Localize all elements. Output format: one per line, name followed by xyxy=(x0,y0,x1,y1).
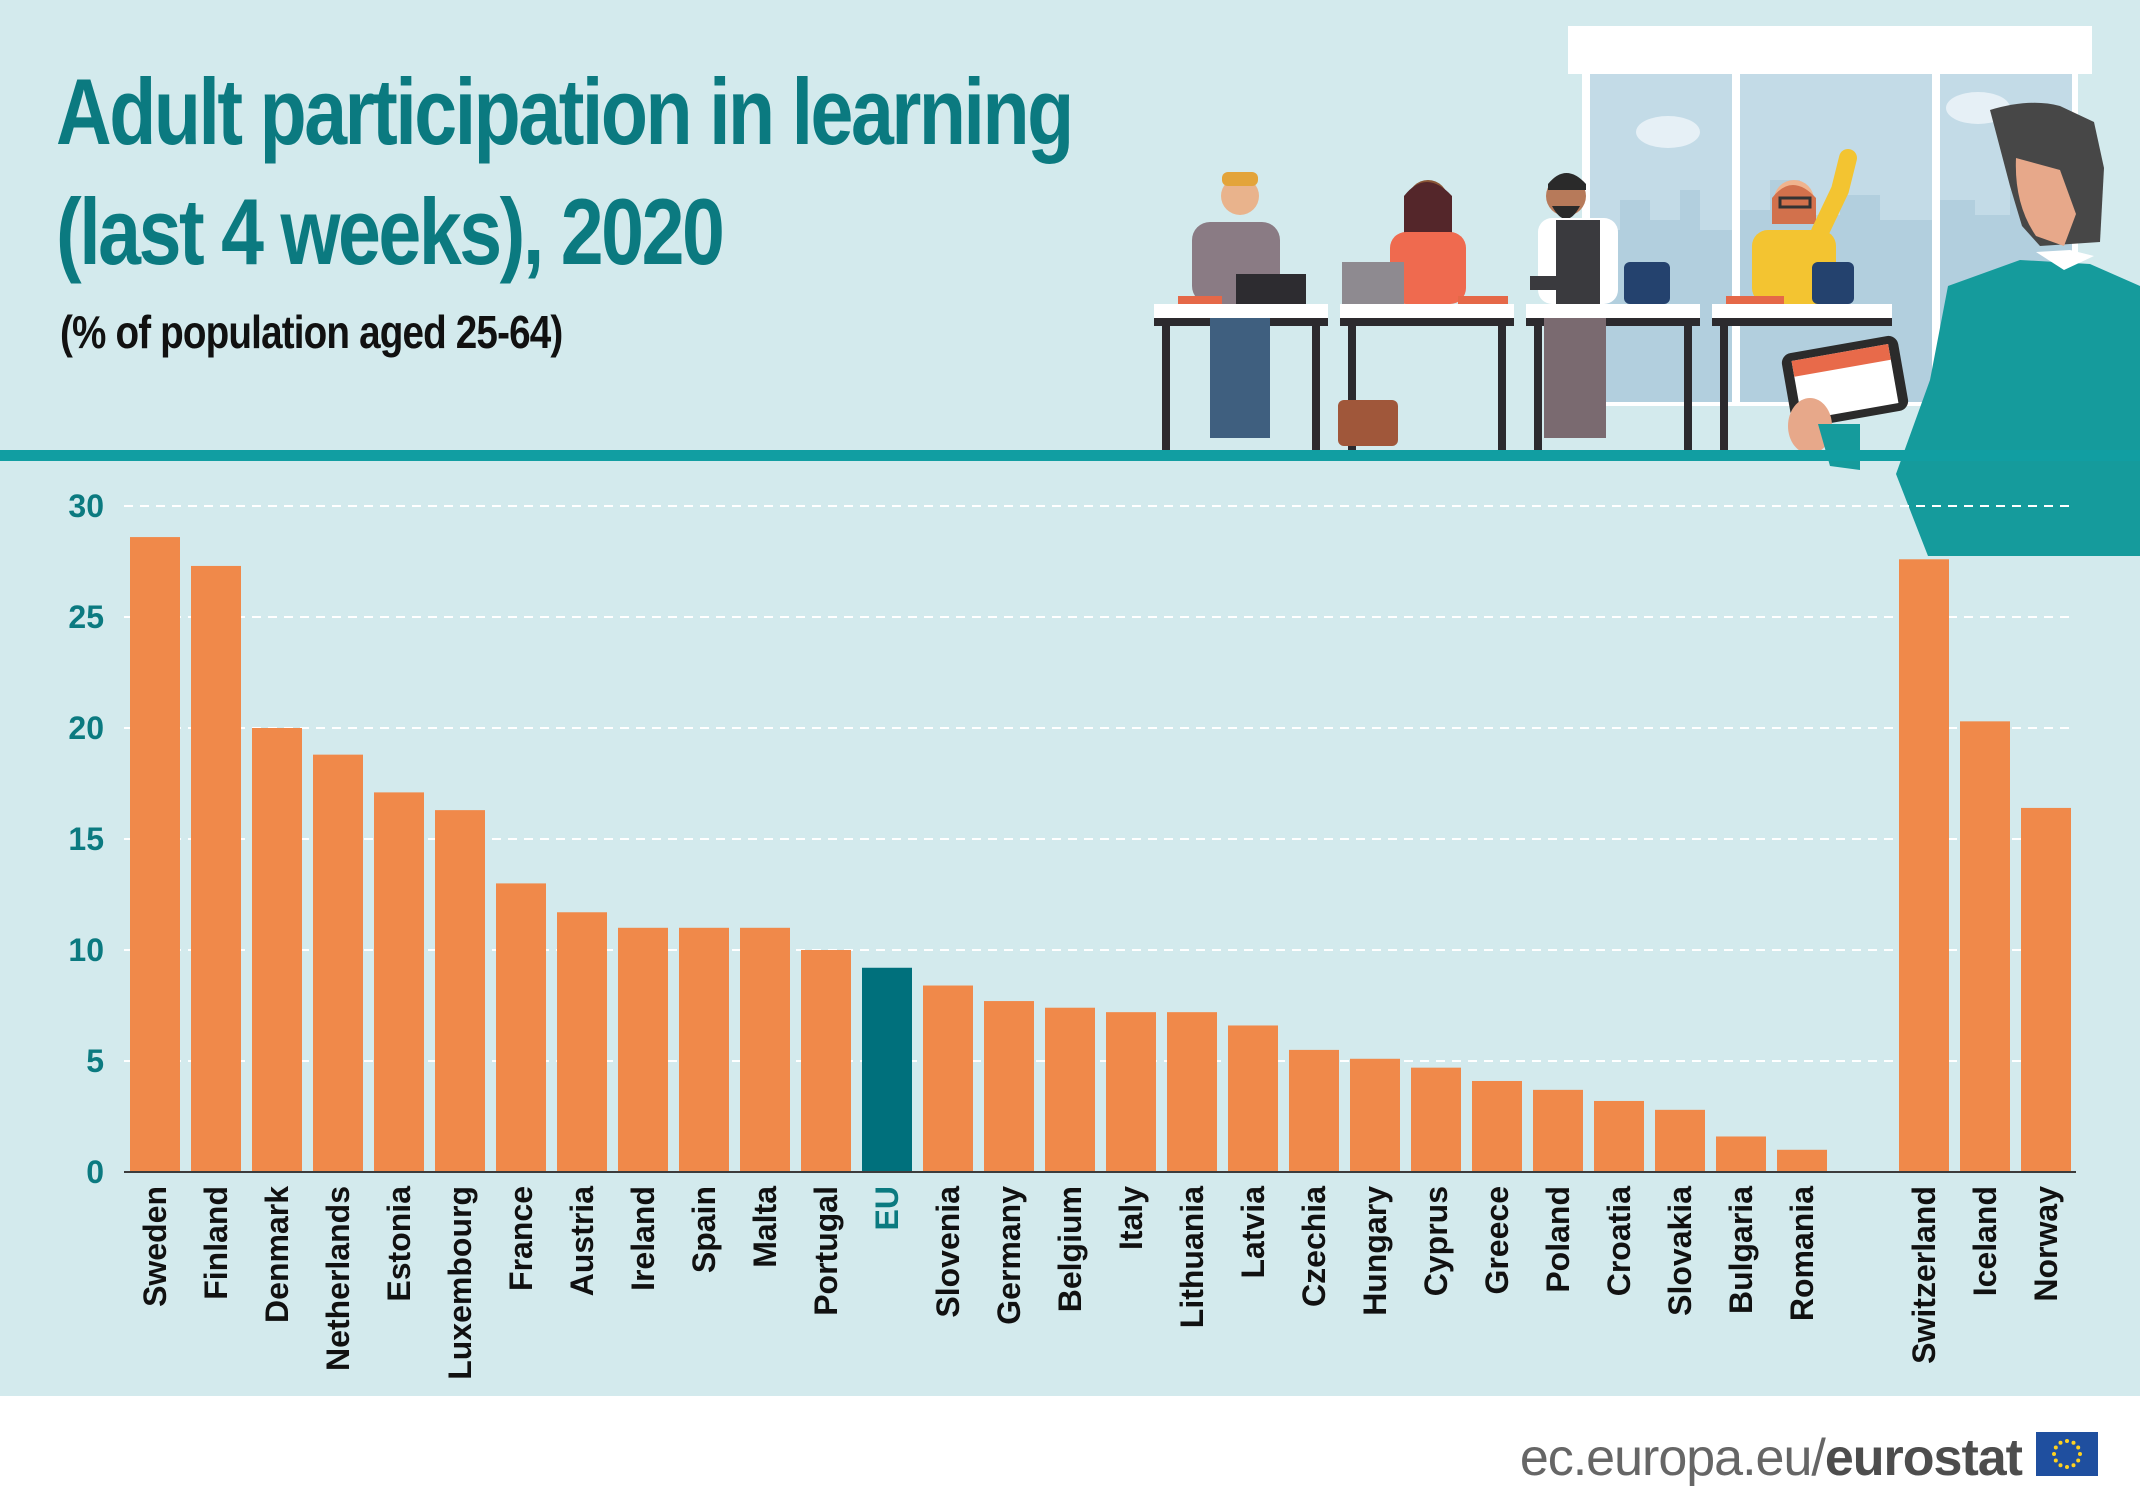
x-tick-label: Switzerland xyxy=(1906,1186,1942,1364)
bar-greece xyxy=(1472,1080,1522,1172)
x-tick-label: Germany xyxy=(991,1186,1027,1325)
bar-denmark xyxy=(252,728,302,1172)
eu-flag-icon xyxy=(2036,1432,2098,1476)
x-tick-label: Croatia xyxy=(1601,1186,1637,1296)
x-tick-label: Italy xyxy=(1113,1186,1149,1250)
bars xyxy=(130,537,2071,1172)
bar-cyprus xyxy=(1411,1067,1461,1172)
bar-romania xyxy=(1777,1149,1827,1172)
y-tick-label: 10 xyxy=(68,932,104,968)
y-tick-label: 20 xyxy=(68,710,104,746)
x-tick-label: Finland xyxy=(198,1186,234,1300)
x-tick-label: Lithuania xyxy=(1174,1186,1210,1328)
x-tick-label: Netherlands xyxy=(320,1186,356,1371)
bar-malta xyxy=(740,927,790,1172)
x-tick-label: Estonia xyxy=(381,1186,417,1302)
bar-estonia xyxy=(374,792,424,1172)
bar-czechia xyxy=(1289,1049,1339,1172)
bar-italy xyxy=(1106,1012,1156,1172)
bar-lithuania xyxy=(1167,1012,1217,1172)
x-tick-label: Iceland xyxy=(1967,1186,2003,1296)
y-tick-label: 25 xyxy=(68,599,104,635)
x-tick-label: Slovenia xyxy=(930,1186,966,1318)
footer-url-brand: eurostat xyxy=(1824,1429,2023,1487)
x-tick-label: Belgium xyxy=(1052,1186,1088,1312)
bar-netherlands xyxy=(313,754,363,1172)
x-tick-label: Bulgaria xyxy=(1723,1186,1759,1314)
footer-url[interactable]: ec.europa.eu/eurostat xyxy=(1519,1428,2023,1488)
x-tick-label: Czechia xyxy=(1296,1186,1332,1307)
title-line-1: Adult participation in learning xyxy=(56,59,1074,164)
x-tick-label: Malta xyxy=(747,1186,783,1268)
bar-bulgaria xyxy=(1716,1136,1766,1172)
bar-luxembourg xyxy=(435,810,485,1172)
bar-finland xyxy=(191,565,241,1172)
chart-subtitle: (% of population aged 25-64) xyxy=(60,306,563,358)
x-tick-label: Sweden xyxy=(137,1186,173,1307)
bar-norway xyxy=(2021,807,2071,1172)
bar-austria xyxy=(557,912,607,1172)
bar-spain xyxy=(679,927,729,1172)
x-tick-label: Latvia xyxy=(1235,1186,1271,1279)
bar-chart: 0 5 10 15 20 25 30 Sweden Finland Denmark Netherla… xyxy=(68,488,2076,1380)
y-tick-label: 0 xyxy=(86,1154,104,1190)
y-tick-label: 5 xyxy=(86,1043,104,1079)
bar-eu xyxy=(862,967,912,1172)
x-tick-label: France xyxy=(503,1186,539,1291)
x-tick-label: Spain xyxy=(686,1186,722,1273)
bar-latvia xyxy=(1228,1025,1278,1172)
x-tick-label: Greece xyxy=(1479,1186,1515,1295)
bar-ireland xyxy=(618,927,668,1172)
bar-belgium xyxy=(1045,1007,1095,1172)
bar-germany xyxy=(984,1001,1034,1172)
chart-title: Adult participation in learning (last 4 w… xyxy=(56,52,1074,292)
bar-slovenia xyxy=(923,985,973,1172)
x-tick-label: Portugal xyxy=(808,1186,844,1316)
header-divider xyxy=(0,450,2140,461)
x-tick-label: Ireland xyxy=(625,1186,661,1291)
title-line-2: (last 4 weeks), 2020 xyxy=(56,179,725,284)
footer-url-prefix: ec.europa.eu/ xyxy=(1519,1429,1826,1487)
bar-slovakia xyxy=(1655,1109,1705,1172)
x-tick-label: Austria xyxy=(564,1186,600,1296)
bar-portugal xyxy=(801,950,851,1172)
x-tick-label: Norway xyxy=(2028,1186,2064,1302)
x-tick-label: Denmark xyxy=(259,1186,295,1323)
x-tick-label: Romania xyxy=(1784,1186,1820,1321)
x-tick-label: Luxembourg xyxy=(442,1186,478,1380)
x-tick-label: Slovakia xyxy=(1662,1186,1698,1316)
bar-france xyxy=(496,883,546,1172)
y-tick-label: 30 xyxy=(68,488,104,524)
bar-croatia xyxy=(1594,1100,1644,1172)
x-tick-label: Cyprus xyxy=(1418,1186,1454,1296)
x-tick-label: EU xyxy=(869,1186,905,1230)
bar-switzerland xyxy=(1899,559,1949,1172)
axes: 0 5 10 15 20 25 30 Sweden Finland Denmark Netherla… xyxy=(68,488,2076,1380)
x-tick-label: Poland xyxy=(1540,1186,1576,1293)
bar-iceland xyxy=(1960,721,2010,1172)
bar-poland xyxy=(1533,1089,1583,1172)
bar-hungary xyxy=(1350,1058,1400,1172)
y-tick-label: 15 xyxy=(68,821,104,857)
bar-sweden xyxy=(130,537,180,1172)
x-tick-label: Hungary xyxy=(1357,1186,1393,1316)
